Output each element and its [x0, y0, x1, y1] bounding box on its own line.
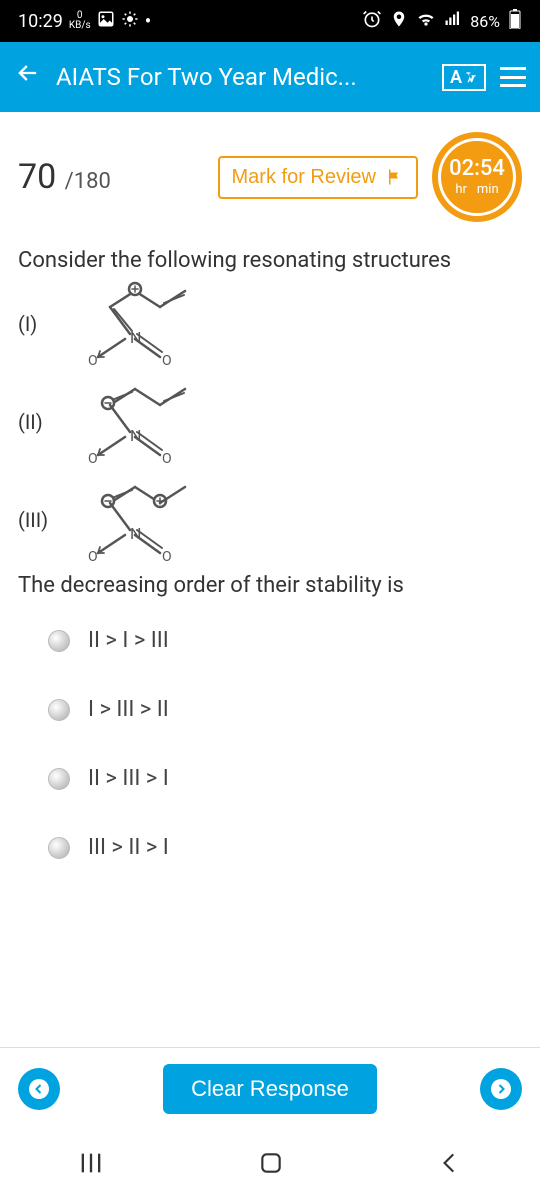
svg-text:O: O	[162, 353, 172, 369]
status-left: 10:29 0 KB/s •	[18, 10, 151, 32]
question-prompt-1: Consider the following resonating struct…	[18, 248, 522, 273]
status-right: 86%	[362, 9, 522, 33]
svg-text:O: O	[88, 353, 98, 369]
option-label: II > I > III	[88, 628, 169, 653]
kbs-indicator: 0 KB/s	[69, 11, 91, 31]
timer-min-label: min	[477, 182, 499, 197]
question-number: 70 /180	[18, 157, 111, 197]
svg-text:O: O	[88, 451, 98, 467]
back-button[interactable]	[14, 59, 42, 95]
clear-response-button[interactable]: Clear Response	[163, 1064, 377, 1114]
timer-time: 02:54	[449, 158, 505, 180]
svg-text:N: N	[130, 524, 141, 543]
clear-response-label: Clear Response	[191, 1076, 349, 1101]
language-badge[interactable]: A	[442, 64, 486, 91]
app-title: AIATS For Two Year Medic...	[56, 63, 428, 91]
svg-text:O: O	[88, 549, 98, 565]
structure-row: (II) N	[18, 377, 522, 467]
structure-diagram-2: N O O	[60, 377, 200, 467]
bottom-bar: Clear Response	[0, 1047, 540, 1130]
timer-hr-label: hr	[455, 182, 467, 197]
option-label: III > II > I	[88, 835, 169, 860]
battery-text: 86%	[470, 12, 500, 31]
status-time: 10:29	[18, 11, 63, 32]
structure-row: (I)	[18, 279, 522, 369]
back-nav-button[interactable]	[437, 1150, 463, 1180]
option-1[interactable]: II > I > III	[18, 628, 522, 653]
structure-row: (III)	[18, 475, 522, 565]
mark-for-review-label: Mark for Review	[232, 166, 376, 189]
structure-label: (III)	[18, 508, 54, 532]
menu-button[interactable]	[500, 67, 526, 87]
svg-text:N: N	[130, 328, 141, 347]
structure-diagram-3: N O O	[60, 475, 200, 565]
next-question-button[interactable]	[480, 1068, 522, 1110]
option-label: I > III > II	[88, 697, 169, 722]
radio-icon	[48, 768, 70, 790]
android-nav-bar	[0, 1130, 540, 1200]
weather-icon	[121, 10, 139, 32]
signal-icon	[444, 10, 462, 32]
wifi-icon	[416, 9, 436, 33]
recent-apps-button[interactable]	[77, 1149, 105, 1181]
radio-icon	[48, 837, 70, 859]
flag-icon	[386, 168, 404, 186]
home-button[interactable]	[258, 1150, 284, 1180]
options-list: II > I > III I > III > II II > III > I I…	[0, 628, 540, 860]
app-bar: AIATS For Two Year Medic... A	[0, 42, 540, 112]
mark-for-review-button[interactable]: Mark for Review	[218, 156, 418, 199]
timer: 02:54 hr min	[432, 132, 522, 222]
image-icon	[97, 10, 115, 32]
radio-icon	[48, 699, 70, 721]
structure-diagram-1: N O O	[60, 279, 200, 369]
structures-list: (I)	[18, 279, 522, 565]
option-label: II > III > I	[88, 766, 169, 791]
battery-icon	[508, 9, 522, 33]
svg-text:O: O	[162, 549, 172, 565]
structure-label: (I)	[18, 312, 54, 336]
svg-text:O: O	[162, 451, 172, 467]
svg-text:N: N	[130, 426, 141, 445]
option-4[interactable]: III > II > I	[18, 835, 522, 860]
chevron-right-icon	[491, 1079, 511, 1099]
structure-label: (II)	[18, 410, 54, 434]
alarm-icon	[362, 9, 382, 33]
chevron-left-icon	[29, 1079, 49, 1099]
radio-icon	[48, 630, 70, 652]
option-2[interactable]: I > III > II	[18, 697, 522, 722]
question-body: Consider the following resonating struct…	[0, 234, 540, 604]
status-bar: 10:29 0 KB/s • 86%	[0, 0, 540, 42]
question-header: 70 /180 Mark for Review 02:54 hr min	[0, 112, 540, 234]
location-icon	[390, 10, 408, 32]
option-3[interactable]: II > III > I	[18, 766, 522, 791]
question-prompt-2: The decreasing order of their stability …	[18, 573, 522, 598]
prev-question-button[interactable]	[18, 1068, 60, 1110]
